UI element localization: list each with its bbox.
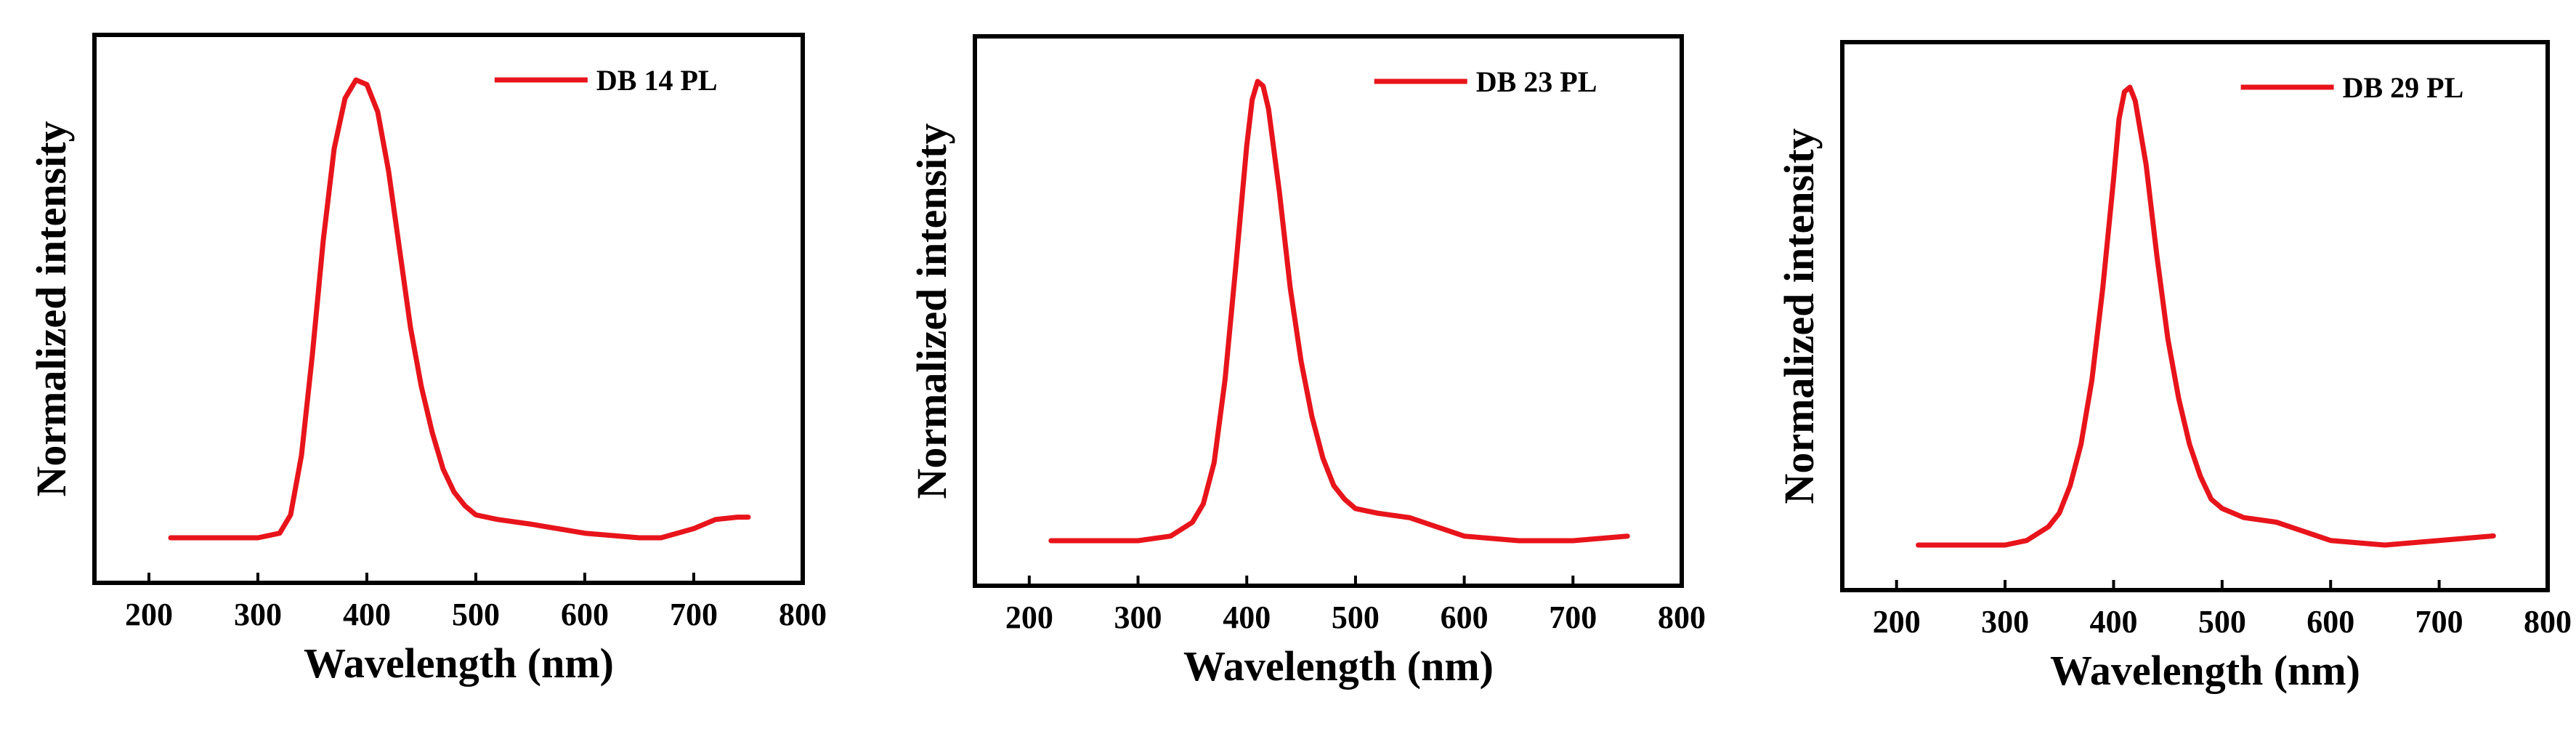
plot-frame (1840, 40, 2550, 592)
x-tick-label: 800 (2524, 604, 2572, 640)
x-tick-label: 700 (2415, 604, 2463, 640)
legend-label: DB 14 PL (596, 64, 718, 97)
x-tick-label: 800 (1658, 600, 1706, 635)
series-line-db-29-pl (1916, 84, 2496, 548)
chart-panel-2: 200 300 400 500 600 700 800 Wavelength (nm) Norm… (908, 34, 1706, 690)
x-tick-label: 500 (1332, 600, 1380, 635)
x-tick-label: 800 (779, 597, 827, 632)
chart-panel-1: 200 300 400 500 600 700 800 Wavelength (nm) Norm… (28, 33, 827, 687)
plot-frame (92, 33, 805, 585)
x-tick-label: 300 (1981, 604, 2029, 640)
legend-label: DB 23 PL (1476, 65, 1597, 98)
chart-panel-3: 200 300 400 500 600 700 800 Wavelength (nm) Norm… (1775, 40, 2572, 694)
series-line-db-14-pl (168, 77, 751, 541)
x-tick-label: 600 (561, 597, 609, 632)
x-axis-title: Wavelength (nm) (304, 640, 614, 687)
legend-label: DB 29 PL (2343, 71, 2464, 104)
y-axis-title: Normalized intensity (908, 123, 955, 499)
y-axis-title: Normalized intensity (28, 121, 75, 496)
x-tick-label: 600 (1441, 600, 1489, 635)
series-line-db-23-pl (1048, 78, 1630, 544)
x-tick-label: 600 (2306, 604, 2354, 640)
plot-frame (973, 34, 1684, 588)
x-tick-label: 300 (1114, 600, 1162, 635)
x-tick-label: 700 (670, 597, 718, 632)
x-tick-label: 200 (125, 597, 173, 632)
x-tick-label: 200 (1873, 604, 1921, 640)
y-axis-title: Normalized intensity (1775, 128, 1823, 504)
x-axis-title: Wavelength (nm) (1183, 642, 1494, 690)
x-tick-label: 200 (1005, 600, 1053, 635)
x-tick-label: 700 (1549, 600, 1597, 635)
x-axis-title: Wavelength (nm) (2050, 647, 2360, 694)
x-tick-label: 300 (234, 597, 282, 632)
x-tick-label: 400 (1223, 600, 1271, 635)
x-tick-label: 400 (343, 597, 391, 632)
x-tick-label: 500 (452, 597, 500, 632)
x-tick-label: 500 (2198, 604, 2246, 640)
x-tick-label: 400 (2089, 604, 2137, 640)
